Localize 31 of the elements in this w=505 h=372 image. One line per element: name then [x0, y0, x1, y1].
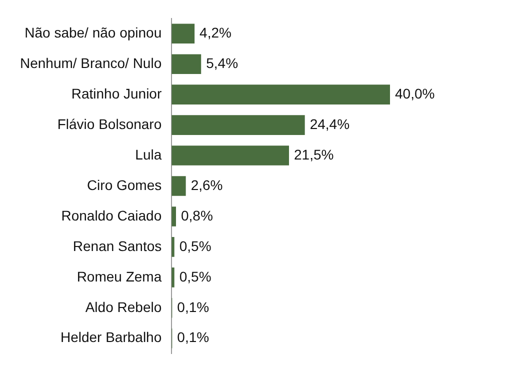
bar — [172, 54, 202, 74]
y-tick-label: Não sabe/ não opinou — [24, 24, 162, 40]
y-tick-label: Renan Santos — [72, 238, 162, 254]
bar — [172, 206, 176, 226]
data-label: 2,6% — [190, 176, 223, 193]
data-label: 24,4% — [310, 116, 350, 132]
data-label: 0,5% — [179, 268, 212, 284]
bar — [172, 84, 390, 104]
bar — [172, 268, 174, 288]
bar — [172, 146, 290, 166]
y-tick-label: Nenhum/ Branco/ Nulo — [20, 54, 162, 71]
data-label: 4,2% — [200, 24, 232, 40]
y-tick-label: Aldo Rebelo — [85, 298, 162, 315]
bar — [172, 24, 195, 44]
bar — [172, 237, 174, 257]
y-tick-label: Ciro Gomes — [86, 176, 162, 193]
bar — [172, 176, 186, 196]
y-tick-label: Ronaldo Caiado — [61, 207, 162, 224]
y-tick-label: Ratinho Junior — [71, 85, 162, 102]
y-tick-label: Flávio Bolsonaro — [57, 116, 162, 132]
data-label: 40,0% — [395, 85, 435, 102]
data-label: 0,8% — [180, 207, 213, 224]
data-label: 21,5% — [294, 146, 334, 162]
data-label: 0,1% — [177, 298, 210, 315]
data-label: 0,5% — [179, 238, 212, 254]
data-label: 0,1% — [177, 329, 210, 346]
bar — [172, 115, 305, 135]
y-tick-label: Romeu Zema — [76, 268, 162, 284]
data-label: 5,4% — [206, 54, 238, 71]
y-tick-label: Helder Barbalho — [60, 329, 162, 346]
y-tick-label: Lula — [135, 146, 162, 162]
